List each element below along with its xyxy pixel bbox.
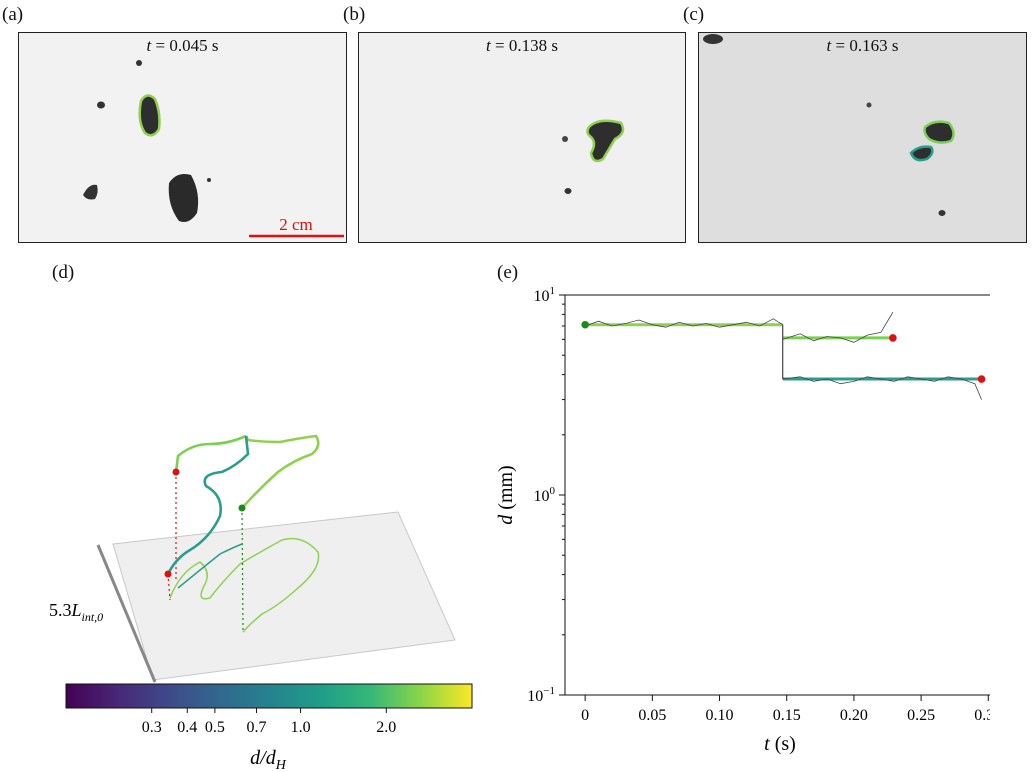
colorbar-tick-label: 0.7 <box>246 719 266 736</box>
panel-e-label: (e) <box>497 262 519 283</box>
droplet <box>168 174 199 222</box>
projected-path-main <box>169 537 320 633</box>
tracked-bubble <box>138 94 161 137</box>
time-label-a: t = 0.045 s <box>146 36 219 55</box>
end-marker <box>164 570 172 578</box>
scale-bar-label: 2 cm <box>279 215 313 234</box>
x-tick-label: 0.20 <box>840 707 868 724</box>
panel-b-label: (b) <box>343 4 366 25</box>
droplet <box>136 60 142 66</box>
y-tick-label: 10−1 <box>527 685 555 705</box>
colorbar-tick-label: 1.0 <box>291 719 311 736</box>
photo-panel-c: t = 0.163 s <box>698 32 1027 243</box>
time-label-b: t = 0.138 s <box>486 36 558 55</box>
panel-c-label: (c) <box>683 4 705 25</box>
time-label-c: t = 0.163 s <box>826 36 899 55</box>
dropline-start <box>241 507 244 633</box>
scale-length-label: 5.3Lint,0 <box>49 600 103 624</box>
droplet <box>562 136 568 142</box>
x-tick-label: 0.25 <box>907 707 935 724</box>
x-axis-label: t (s) <box>764 733 796 755</box>
tracked-bubble <box>923 120 955 144</box>
dropline-end-2 <box>167 573 171 601</box>
droplet <box>97 101 105 109</box>
trajectory-main <box>241 434 320 509</box>
series-line <box>782 376 982 400</box>
x-tick-label: 0 <box>581 707 589 724</box>
droplet <box>564 188 572 194</box>
y-tick-label: 101 <box>534 285 556 305</box>
droplet <box>938 210 946 216</box>
trajectory-3d-plot: 5.3Lint,0 <box>49 434 456 683</box>
tracked-bubble <box>909 145 934 162</box>
x-tick-label: 0.05 <box>638 707 666 724</box>
projected-path-branch <box>177 543 243 589</box>
x-tick-label: 0.10 <box>706 707 734 724</box>
colorbar: 0.3 0.4 0.5 0.7 1.0 2.0 d/dH <box>65 683 473 770</box>
colorbar-tick-label: 2.0 <box>376 719 396 736</box>
photo-a-droplets: 2 cm <box>83 60 344 238</box>
colorbar-xlabel: d/dH <box>250 747 287 770</box>
colorbar-gradient <box>65 683 473 709</box>
tracked-bubble <box>586 119 625 163</box>
scale-line <box>96 544 157 683</box>
x-tick-label: 0.15 <box>773 707 801 724</box>
photo-b-droplets <box>562 119 625 194</box>
panel-d-label: (d) <box>52 262 75 283</box>
photo-panel-a: t = 0.045 s 2 cm <box>18 32 347 243</box>
series-marker <box>581 320 589 329</box>
series-marker <box>977 375 986 383</box>
series-line <box>782 311 894 343</box>
droplet <box>866 102 872 108</box>
colorbar-ticks: 0.3 0.4 0.5 0.7 1.0 2.0 <box>142 708 396 736</box>
start-marker <box>238 504 246 512</box>
trajectory-branch-upper <box>174 434 247 473</box>
projection-plane <box>112 511 456 681</box>
colorbar-tick-label: 0.4 <box>177 719 197 736</box>
photo-c-droplets <box>703 34 955 216</box>
colorbar-tick-label: 0.3 <box>142 719 162 736</box>
end-marker <box>172 468 180 476</box>
x-tick-label: 0.30 <box>974 707 990 724</box>
y-tick-label: 100 <box>534 485 556 505</box>
diameter-time-chart: 0 0.05 0.10 0.15 0.20 0.25 0.30 10−1 100 101 t (s… <box>495 285 990 755</box>
series-line <box>585 318 783 328</box>
colorbar-tick-label: 0.5 <box>205 719 225 736</box>
trajectory-branch-lower <box>166 435 250 575</box>
series-marker <box>889 334 897 342</box>
plot-frame <box>564 294 990 696</box>
droplet <box>207 178 211 182</box>
photo-panel-b: t = 0.138 s <box>358 32 686 243</box>
panel-a-label: (a) <box>2 4 24 25</box>
droplet <box>703 34 723 44</box>
droplet <box>83 184 98 200</box>
y-axis-label: d (mm) <box>495 465 517 524</box>
